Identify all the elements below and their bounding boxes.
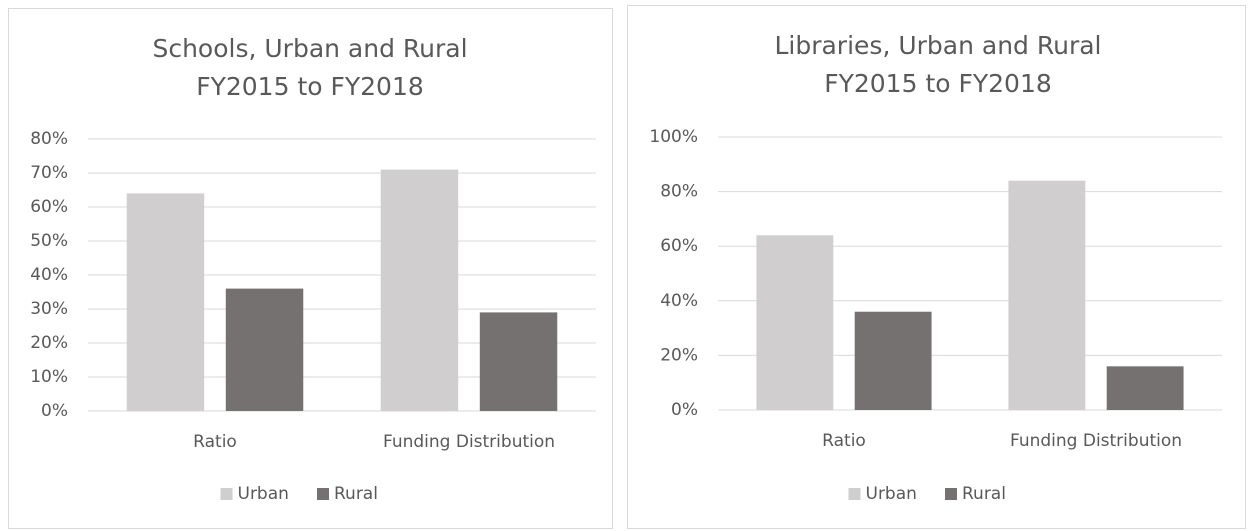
bar xyxy=(1008,180,1086,410)
y-tick-label: 30% xyxy=(30,299,68,319)
y-tick-label: 100% xyxy=(649,127,698,147)
bar xyxy=(479,312,558,411)
chart-title: FY2015 to FY2018 xyxy=(196,72,424,101)
y-tick-label: 60% xyxy=(660,236,698,256)
legend-swatch xyxy=(848,488,861,500)
y-tick-label: 40% xyxy=(660,291,698,311)
legend-swatch xyxy=(220,488,233,500)
bar xyxy=(756,235,834,410)
bar xyxy=(380,169,459,411)
bar xyxy=(854,311,932,410)
y-tick-label: 60% xyxy=(30,197,68,217)
legend-label: Rural xyxy=(334,484,378,504)
y-tick-label: 80% xyxy=(660,182,698,202)
y-tick-label: 0% xyxy=(671,400,698,420)
x-tick-label: Ratio xyxy=(193,432,237,452)
panel xyxy=(8,8,613,529)
legend-swatch xyxy=(945,488,957,500)
x-tick-label: Ratio xyxy=(822,431,866,451)
x-tick-label: Funding Distribution xyxy=(1010,431,1182,451)
bar xyxy=(1106,366,1184,410)
y-tick-label: 70% xyxy=(30,163,68,183)
y-tick-label: 80% xyxy=(30,129,68,149)
legend-label: Urban xyxy=(238,484,289,504)
x-tick-label: Funding Distribution xyxy=(383,432,555,452)
y-tick-label: 50% xyxy=(30,231,68,251)
chart-title: Libraries, Urban and Rural xyxy=(774,31,1101,60)
bar xyxy=(126,193,205,411)
y-tick-label: 0% xyxy=(41,401,68,421)
legend-label: Rural xyxy=(962,484,1006,504)
legend-swatch xyxy=(317,488,329,500)
y-tick-label: 10% xyxy=(30,367,68,387)
y-tick-label: 20% xyxy=(30,333,68,353)
legend-label: Urban xyxy=(866,484,917,504)
bar xyxy=(225,288,304,411)
y-tick-label: 20% xyxy=(660,345,698,365)
y-tick-label: 40% xyxy=(30,265,68,285)
panel xyxy=(627,5,1246,529)
chart-title: Schools, Urban and Rural xyxy=(152,34,467,63)
chart-title: FY2015 to FY2018 xyxy=(824,69,1052,98)
